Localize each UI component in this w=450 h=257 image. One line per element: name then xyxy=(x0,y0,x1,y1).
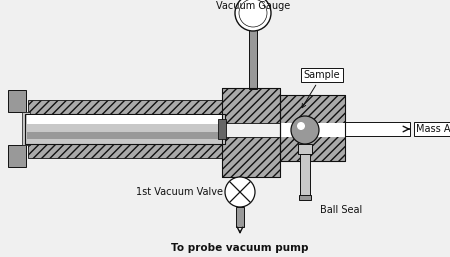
Circle shape xyxy=(239,0,267,27)
Bar xyxy=(280,95,345,161)
Bar xyxy=(280,95,345,123)
Bar xyxy=(249,15,257,89)
Bar xyxy=(222,88,280,177)
Text: To probe vacuum pump: To probe vacuum pump xyxy=(171,243,309,253)
Text: 1st Vacuum Valve: 1st Vacuum Valve xyxy=(136,187,223,197)
Bar xyxy=(236,177,244,191)
Bar xyxy=(28,133,223,158)
Circle shape xyxy=(225,177,255,207)
Bar xyxy=(8,90,26,112)
Circle shape xyxy=(235,0,271,31)
Bar xyxy=(28,100,223,125)
Bar xyxy=(345,122,410,136)
Bar xyxy=(28,125,223,133)
Bar xyxy=(299,195,311,200)
Text: Mass Analyzer: Mass Analyzer xyxy=(416,124,450,134)
Bar xyxy=(280,133,345,161)
Text: Ball Seal: Ball Seal xyxy=(320,205,362,215)
Bar xyxy=(25,114,225,144)
Bar xyxy=(236,207,244,227)
Bar xyxy=(222,88,280,123)
Text: Vacuum Gauge: Vacuum Gauge xyxy=(216,1,290,11)
Bar xyxy=(27,115,223,124)
Bar xyxy=(280,123,345,137)
Circle shape xyxy=(291,116,319,144)
Bar xyxy=(300,154,310,196)
Bar xyxy=(22,112,30,145)
Bar xyxy=(218,119,226,139)
Bar xyxy=(8,145,26,167)
Text: Sample: Sample xyxy=(302,70,340,108)
Bar xyxy=(27,132,223,139)
Circle shape xyxy=(297,122,305,130)
Bar xyxy=(298,144,312,154)
Bar xyxy=(222,137,280,177)
